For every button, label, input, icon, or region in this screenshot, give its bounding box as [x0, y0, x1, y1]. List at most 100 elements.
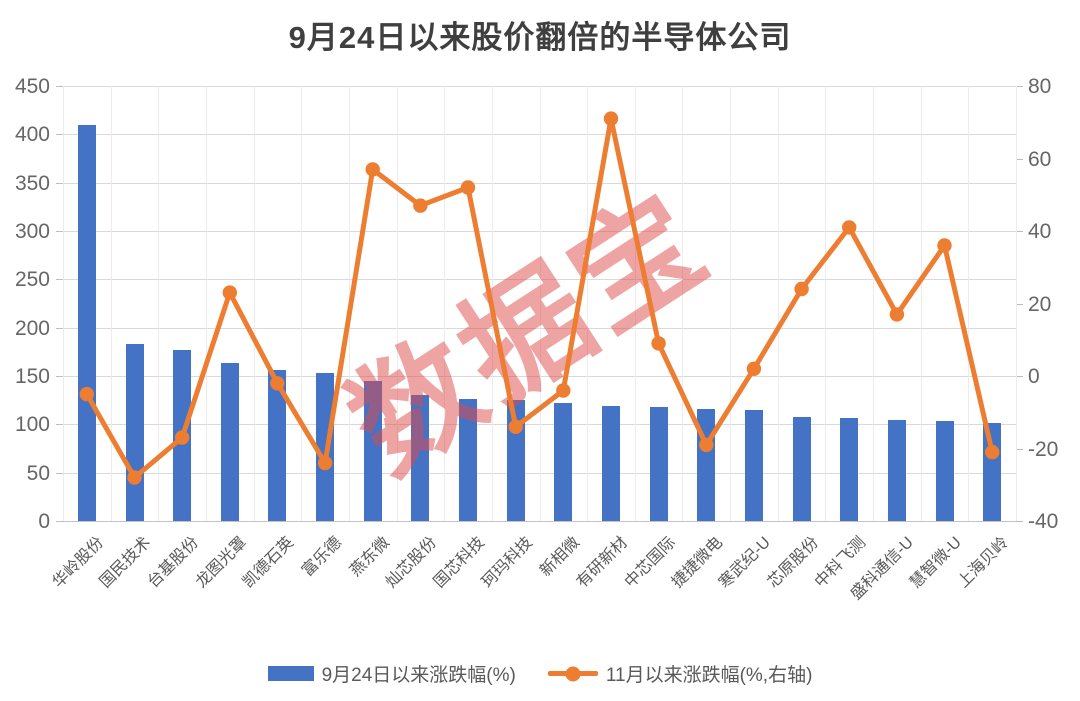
left-axis-tick-label: 100 [14, 413, 50, 437]
left-axis-tick [56, 327, 63, 329]
left-axis-tick [56, 521, 63, 522]
left-axis-tick-label: 350 [14, 171, 50, 195]
right-axis-tick [1016, 448, 1023, 450]
gridline-v [777, 86, 779, 521]
gridline-v [444, 86, 446, 521]
left-axis-tick-label: 400 [14, 123, 50, 147]
x-axis-label: 国芯科技 [430, 534, 489, 592]
left-axis-tick-label: 200 [14, 316, 50, 340]
legend-bar-label: 9月24日以来涨跌幅(%) [321, 665, 516, 686]
left-axis-tick [56, 472, 63, 474]
right-axis-tick-label: 40 [1028, 220, 1052, 243]
right-axis-tick [1016, 158, 1023, 160]
bar-新相微 [554, 403, 573, 521]
right-axis-tick [1016, 303, 1023, 305]
x-axis-label: 中芯国际 [621, 534, 679, 592]
left-axis-tick [56, 424, 63, 426]
line-point-凯德石英 [270, 376, 285, 391]
line-point-国民技术 [127, 470, 142, 485]
gridline-v [968, 86, 970, 521]
gridline-v [1016, 86, 1017, 521]
bar-慧智微-U [935, 421, 954, 521]
left-axis-tick-label: 0 [38, 510, 50, 533]
gridline-v [158, 86, 160, 521]
x-axis-label: 捷捷微电 [669, 534, 727, 592]
right-axis-tick [1016, 521, 1023, 522]
x-axis-label: 龙图光罩 [192, 534, 250, 592]
left-axis-tick [56, 231, 63, 232]
legend: 9月24日以来涨跌幅(%) 11月以来涨跌幅(%,右轴) [0, 660, 1080, 687]
x-axis-label: 慧智微-U [906, 534, 965, 592]
bar-华岭股份 [77, 124, 96, 521]
gridline-v [682, 86, 684, 521]
left-axis-tick [56, 86, 63, 87]
line-point-寒武纪-U [746, 361, 762, 376]
gridline-v [253, 86, 255, 521]
bar-中科飞测 [840, 417, 859, 521]
right-axis-tick [1016, 376, 1023, 377]
gridline-v [205, 86, 207, 521]
line-point-台基股份 [174, 430, 190, 445]
x-axis-label: 新相微 [537, 534, 584, 580]
legend-line-marker [547, 666, 598, 681]
line-point-盛科通信-U [889, 307, 905, 322]
legend-bar-swatch [267, 666, 314, 681]
left-axis-tick [56, 182, 63, 184]
left-axis-tick-label: 50 [26, 461, 50, 485]
line-point-上海贝岭 [985, 444, 1000, 460]
x-axis-label: 有研新材 [573, 534, 632, 592]
left-axis-tick-label: 250 [14, 268, 50, 292]
x-axis-label: 台基股份 [144, 534, 203, 592]
line-point-捷捷微电 [699, 437, 714, 453]
line-point-龙图光罩 [222, 285, 237, 300]
gridline-v [63, 86, 64, 521]
line-point-有研新材 [603, 111, 619, 126]
gridline-v [587, 86, 589, 521]
left-axis-tick [56, 376, 63, 377]
line-point-中芯国际 [651, 336, 666, 351]
line-point-灿芯股份 [413, 198, 428, 213]
gridline-v [634, 86, 636, 521]
gridline-v [539, 86, 541, 521]
bar-中芯国际 [649, 406, 668, 521]
right-axis-tick-label: -40 [1028, 510, 1059, 533]
gridline-v [110, 86, 112, 521]
line-point-慧智微-U [937, 238, 952, 253]
line-point-珂玛科技 [508, 419, 523, 434]
legend-line-dot-icon [565, 666, 581, 681]
bar-灿芯股份 [411, 395, 430, 521]
bar-盛科通信-U [887, 419, 906, 521]
right-axis-tick-label: 80 [1028, 75, 1052, 98]
line-point-富乐德 [317, 455, 333, 471]
line-point-芯原股份 [794, 281, 809, 297]
right-axis-tick-label: 20 [1028, 292, 1052, 316]
line-series [79, 111, 1000, 485]
bar-燕东微 [363, 380, 382, 521]
x-axis-label: 灿芯股份 [383, 534, 441, 592]
right-axis-tick-label: -20 [1028, 437, 1059, 461]
left-axis-tick [56, 134, 63, 136]
right-axis-tick [1016, 231, 1023, 232]
line-point-燕东微 [365, 162, 380, 177]
gridline-v [730, 86, 732, 521]
x-axis-label: 上海贝岭 [954, 534, 1013, 592]
chart-title: 9月24日以来股价翻倍的半导体公司 [288, 20, 792, 55]
x-axis-label: 寒武纪-U [716, 534, 774, 592]
gridline-v [873, 86, 874, 521]
line-point-新相微 [556, 383, 571, 398]
left-axis-tick [56, 279, 63, 281]
legend-line-label: 11月以来涨跌幅(%,右轴) [605, 665, 813, 686]
line-point-中科飞测 [842, 220, 857, 235]
right-axis-tick-label: 0 [1028, 365, 1040, 388]
x-axis-label: 燕东微 [346, 534, 393, 580]
x-axis-label: 芯原股份 [764, 534, 822, 592]
x-axis-label: 华岭股份 [49, 534, 107, 592]
right-axis-tick-label: 60 [1028, 147, 1052, 171]
gridline-v [920, 86, 922, 521]
bar-寒武纪-U [744, 409, 763, 521]
bar-有研新材 [602, 406, 620, 521]
x-axis-label: 珂玛科技 [478, 534, 536, 592]
left-axis-tick-label: 300 [14, 220, 50, 243]
plot-area: 数据宝 [63, 86, 1017, 522]
